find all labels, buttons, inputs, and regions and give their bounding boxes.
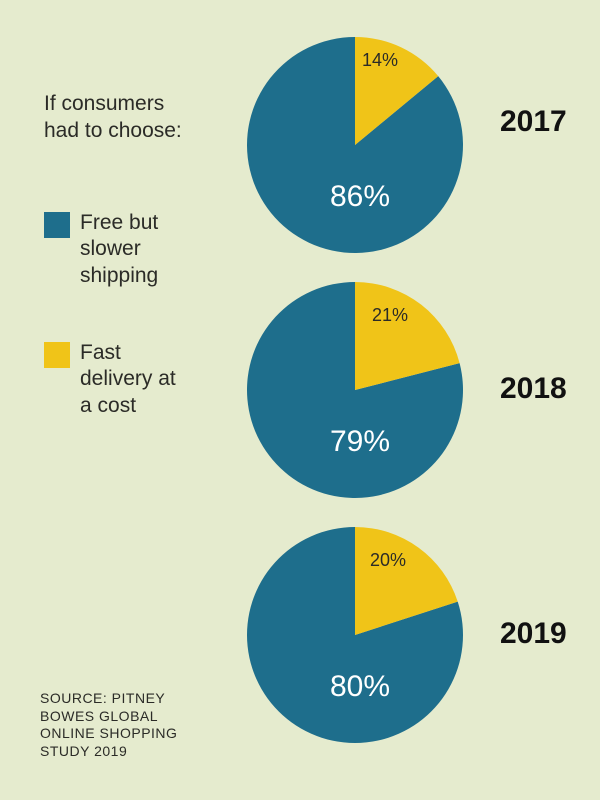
pct-label-fast: 20% xyxy=(370,550,406,571)
pct-label-fast: 14% xyxy=(362,50,398,71)
year-label: 2019 xyxy=(500,617,567,651)
year-label: 2018 xyxy=(500,372,567,406)
infographic-canvas: If consumers had to choose: Free but slo… xyxy=(0,0,600,800)
pct-label-fast: 21% xyxy=(372,305,408,326)
pct-label-free: 79% xyxy=(330,425,390,459)
source-attribution: SOURCE: PITNEY BOWES GLOBAL ONLINE SHOPP… xyxy=(40,690,177,760)
pct-label-free: 80% xyxy=(330,670,390,704)
year-label: 2017 xyxy=(500,105,567,139)
pct-label-free: 86% xyxy=(330,180,390,214)
